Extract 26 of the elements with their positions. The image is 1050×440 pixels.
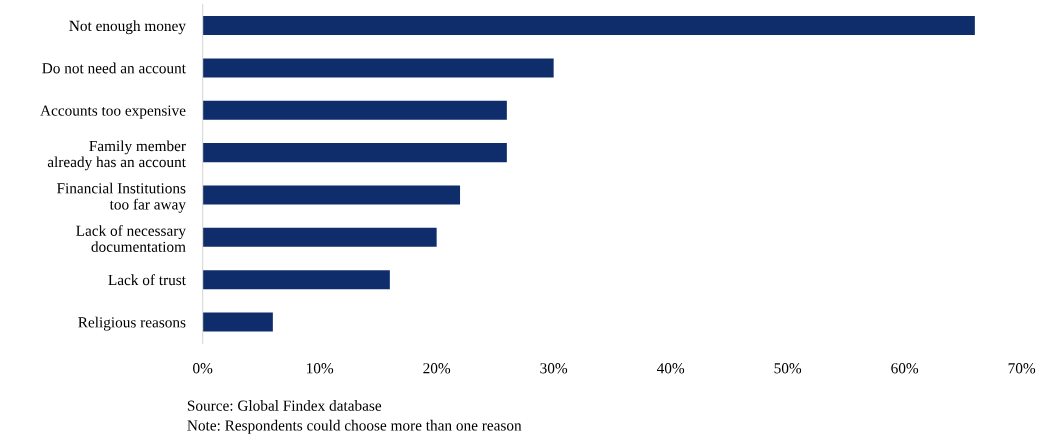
y-tick-label: Accounts too expensive — [40, 105, 186, 119]
text: Note: Respondents could choose more than one reason — [187, 419, 522, 434]
bar — [202, 16, 975, 36]
x-tick-label: 60% — [891, 363, 919, 374]
y-tick-label: Family member already has an account — [47, 140, 186, 171]
bar — [202, 58, 554, 78]
y-tick-label: Do not need an account — [42, 62, 186, 74]
x-tick-label: 40% — [656, 363, 685, 374]
bar — [202, 100, 507, 120]
x-tick-label: 70% — [1008, 363, 1036, 374]
bar — [202, 143, 507, 163]
y-tick-label: Lack of necessary documentatiom — [76, 225, 186, 252]
bar — [202, 185, 461, 205]
x-tick-label: 0% — [193, 363, 213, 374]
y-tick-label: Lack of trust — [108, 274, 186, 286]
source-note: Source: Global Findex database — [187, 400, 382, 411]
bar — [202, 227, 437, 247]
y-tick-label: Not enough money — [69, 20, 186, 35]
x-tick-label: 30% — [540, 363, 568, 374]
x-tick-label: 50% — [774, 363, 802, 374]
bar — [202, 312, 273, 332]
y-tick-label: Religious reasons — [78, 316, 186, 331]
y-tick-label: Financial Institutions too far away — [56, 182, 186, 213]
x-tick-label: 10% — [306, 363, 334, 374]
x-tick-label: 20% — [423, 363, 451, 374]
bar — [202, 270, 390, 290]
